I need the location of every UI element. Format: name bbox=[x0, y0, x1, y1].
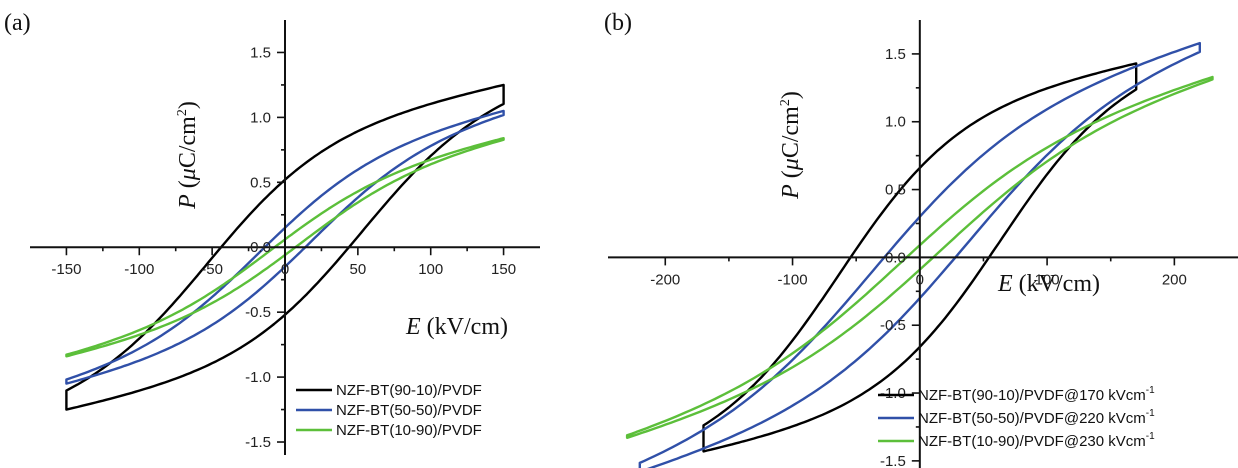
panel-b-series-line-0 bbox=[702, 62, 1138, 453]
panel-a-series-line-1 bbox=[65, 109, 505, 385]
panel-a-legend-label-1: NZF-BT(50-50)/PVDF bbox=[336, 402, 482, 419]
panel-a-ticks: -150 -100 -50 0 50 100 150 -1.5 -1.0 -0.5 0.0 0.5 1.… bbox=[51, 44, 516, 451]
panel-b-legend-label-1: NZF-BT(50-50)/PVDF@220 kVcm-1 bbox=[918, 408, 1155, 427]
panel-b-ticks: -200 -100 0 100 200 -1.5 -1.0 -0.5 0.0 0.5 1.0 1.5 bbox=[650, 46, 1187, 468]
panel-a-x-tick-label: 100 bbox=[418, 261, 443, 278]
panel-b-series-line-1 bbox=[638, 41, 1201, 468]
panel-a-y-tick-label: -1.5 bbox=[245, 434, 271, 451]
panel-a-y-tick-label: 0.0 bbox=[250, 239, 271, 256]
panel-b-legend-label-2: NZF-BT(10-90)/PVDF@230 kVcm-1 bbox=[918, 431, 1155, 450]
panel-b-y-tick-label: 0.5 bbox=[885, 182, 906, 199]
panel-a-legend-label-0: NZF-BT(90-10)/PVDF bbox=[336, 382, 482, 399]
panel-b-x-tick-label: 200 bbox=[1162, 271, 1187, 288]
panel-a-x-tick-label: -50 bbox=[201, 261, 223, 278]
panel-b-y-tick-label: 1.0 bbox=[885, 114, 906, 131]
panel-b: (b) -200 -100 0 100 200 -1.5 -1.0 -0.5 0.0 0.5 1.0… bbox=[604, 10, 1238, 468]
panel-a-y-tick-label: 1.0 bbox=[250, 109, 271, 126]
panel-a-series-line-2 bbox=[65, 137, 505, 358]
panel-a-legend: NZF-BT(90-10)/PVDF NZF-BT(50-50)/PVDF NZF-… bbox=[296, 382, 482, 439]
panel-a-y-axis-title: P (μC/cm2) bbox=[175, 101, 201, 210]
panel-a-curves bbox=[65, 83, 505, 411]
panel-a: (a) -150 -100 -50 0 50 100 150 -1.5 -1.0 -0.5 0.0 0… bbox=[4, 10, 540, 455]
panel-b-x-tick-label: 0 bbox=[916, 271, 924, 288]
panel-a-x-tick-label: 150 bbox=[491, 261, 516, 278]
panel-a-y-tick-label: 1.5 bbox=[250, 44, 271, 61]
panel-b-axes bbox=[608, 20, 1238, 468]
panel-a-series-line-0 bbox=[65, 83, 505, 411]
panel-b-x-axis-title: E (kV/cm) bbox=[997, 271, 1100, 297]
panel-b-x-tick-label: -100 bbox=[778, 271, 808, 288]
panel-a-x-tick-label: 50 bbox=[350, 261, 367, 278]
panel-b-y-tick-label: -1.5 bbox=[880, 453, 906, 468]
panel-b-curves bbox=[625, 41, 1214, 468]
panel-b-x-tick-label: 100 bbox=[1035, 271, 1060, 288]
panel-b-legend-label-0: NZF-BT(90-10)/PVDF@170 kVcm-1 bbox=[918, 385, 1155, 404]
panel-a-y-tick-label: -0.5 bbox=[245, 304, 271, 321]
panel-b-x-tick-label: -200 bbox=[650, 271, 680, 288]
panel-b-label: (b) bbox=[604, 10, 632, 36]
panel-b-y-tick-label: -0.5 bbox=[880, 317, 906, 334]
panel-a-label: (a) bbox=[4, 10, 31, 36]
panel-a-legend-label-2: NZF-BT(10-90)/PVDF bbox=[336, 422, 482, 439]
panel-b-y-tick-label: 0.0 bbox=[885, 249, 906, 266]
panel-b-y-tick-label: 1.5 bbox=[885, 46, 906, 63]
panel-a-x-tick-label: -100 bbox=[124, 261, 154, 278]
panel-a-y-tick-label: -1.0 bbox=[245, 369, 271, 386]
panel-b-legend: NZF-BT(90-10)/PVDF@170 kVcm-1 NZF-BT(50-5… bbox=[878, 385, 1155, 450]
panel-a-y-tick-label: 0.5 bbox=[250, 174, 271, 191]
panel-b-series-line-2 bbox=[625, 75, 1214, 439]
panel-a-x-tick-label: 0 bbox=[281, 261, 289, 278]
panel-a-x-axis-title: E (kV/cm) bbox=[405, 314, 508, 340]
panel-a-x-tick-label: -150 bbox=[51, 261, 81, 278]
panel-b-y-tick-label: -1.0 bbox=[880, 385, 906, 402]
panel-b-y-axis-title: P (μC/cm2) bbox=[778, 91, 804, 200]
